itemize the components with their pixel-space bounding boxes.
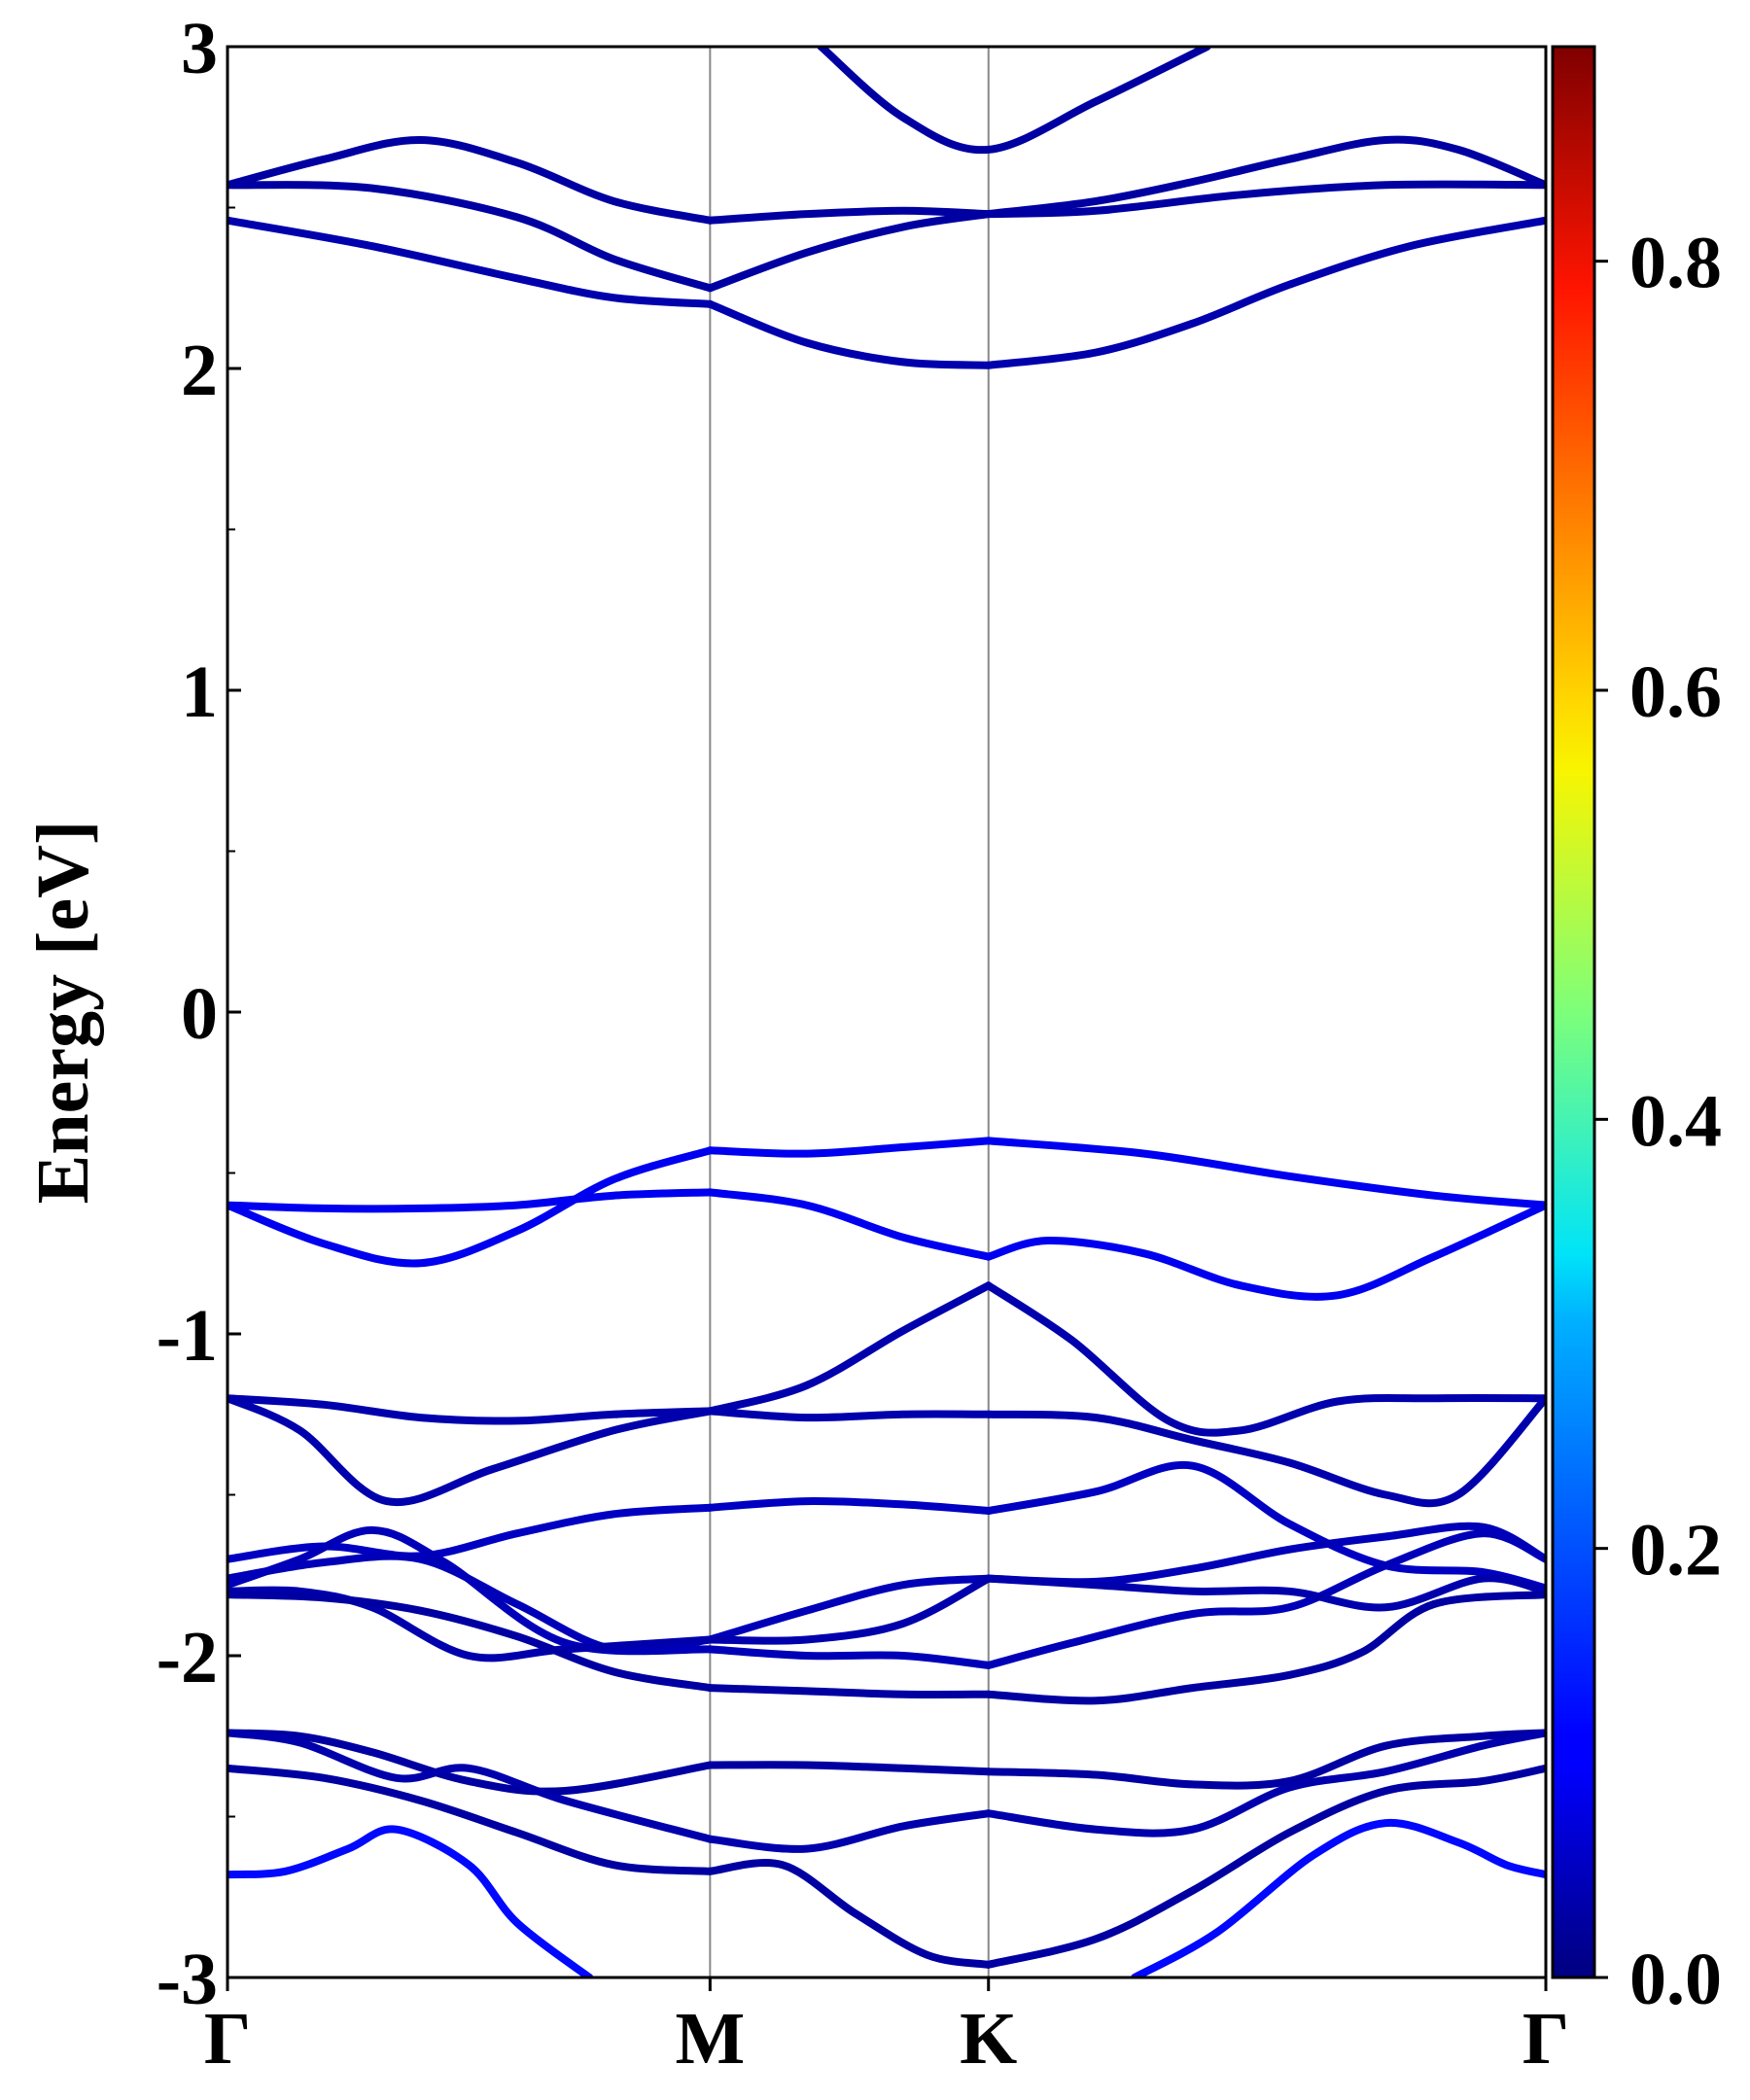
y-axis: 3 2 1 0 -1 -2 -3 (157, 8, 241, 2020)
band-segment-17 (706, 1281, 993, 1416)
colorbar-tick-label: 0.2 (1629, 1510, 1722, 1592)
band-segment-19 (228, 1394, 715, 1507)
plot-frame (226, 45, 1548, 1979)
colorbar-gradient (1551, 45, 1596, 1979)
band-segment-16 (228, 1394, 715, 1425)
band-segment-32 (706, 1574, 993, 1645)
band-segment-28 (228, 1552, 715, 1655)
y-tick-label: -1 (157, 1295, 218, 1377)
band-segment-0 (228, 135, 715, 225)
band-segment-43 (228, 1764, 715, 1875)
colorbar-tick-label: 0.6 (1629, 651, 1722, 733)
y-tick-label: 2 (181, 330, 218, 411)
band-segment-42 (984, 1729, 1546, 1838)
band-segment-12 (984, 1201, 1546, 1301)
band-segment-44 (706, 1859, 993, 1969)
colorbar-ticks: 0.0 0.2 0.4 0.6 0.8 (1594, 223, 1722, 2020)
colorbar-tick-label: 0.8 (1629, 223, 1722, 304)
band-segment-39 (984, 1729, 1546, 1790)
x-tick-label: Γ (204, 1998, 251, 2080)
band-segment-45 (984, 1764, 1546, 1969)
band-segment-14 (706, 1137, 993, 1158)
band-segment-36 (984, 1591, 1546, 1705)
x-tick-label: M (675, 1998, 745, 2080)
band-lines (228, 47, 1546, 1978)
band-segment-11 (706, 1188, 993, 1261)
band-segment-2 (984, 135, 1546, 219)
band-segment-24 (984, 1460, 1546, 1592)
band-segment-8 (984, 216, 1546, 369)
y-tick-label: -2 (157, 1617, 218, 1698)
band-segment-13 (228, 1146, 715, 1268)
band-segment-27 (984, 1529, 1546, 1669)
band-segment-6 (228, 216, 715, 308)
band-segment-46 (228, 1825, 594, 1978)
band-segment-26 (706, 1645, 993, 1669)
band-segment-18 (984, 1281, 1546, 1437)
y-tick-label: 0 (181, 973, 218, 1055)
y-tick-label: -3 (157, 1939, 218, 2020)
band-segment-4 (706, 210, 993, 293)
band-segment-22 (228, 1503, 715, 1563)
x-tick-label: K (960, 1998, 1017, 2080)
y-axis-label: Energy [eV] (22, 821, 104, 1205)
band-segment-35 (706, 1684, 993, 1698)
band-segment-34 (228, 1591, 715, 1693)
y-tick-label: 3 (181, 8, 218, 89)
y-tick-label: 1 (181, 651, 218, 733)
colorbar: 0.0 0.2 0.4 0.6 0.8 (1551, 45, 1722, 2020)
band-segment-7 (706, 299, 993, 369)
band-segment-5 (984, 180, 1546, 219)
band-segment-15 (984, 1137, 1546, 1209)
band-segment-1 (706, 206, 993, 225)
band-segment-47 (1131, 1818, 1546, 1978)
band-segment-40 (228, 1729, 715, 1843)
band-segment-29 (706, 1574, 993, 1644)
band-segment-20 (706, 1407, 993, 1422)
band-segment-3 (228, 181, 715, 293)
band-segment-10 (228, 1188, 715, 1213)
x-tick-label: Γ (1522, 1998, 1569, 2080)
band-segment-23 (706, 1497, 993, 1515)
colorbar-tick-label: 0.4 (1629, 1080, 1722, 1162)
band-segment-31 (228, 1586, 715, 1662)
band-segment-9 (817, 47, 1211, 155)
colorbar-tick-label: 0.0 (1629, 1939, 1722, 2020)
band-segment-33 (984, 1574, 1546, 1612)
band-segment-37 (228, 1729, 715, 1796)
band-segment-21 (984, 1394, 1546, 1508)
band-segment-38 (706, 1761, 993, 1776)
band-segment-41 (706, 1809, 993, 1853)
